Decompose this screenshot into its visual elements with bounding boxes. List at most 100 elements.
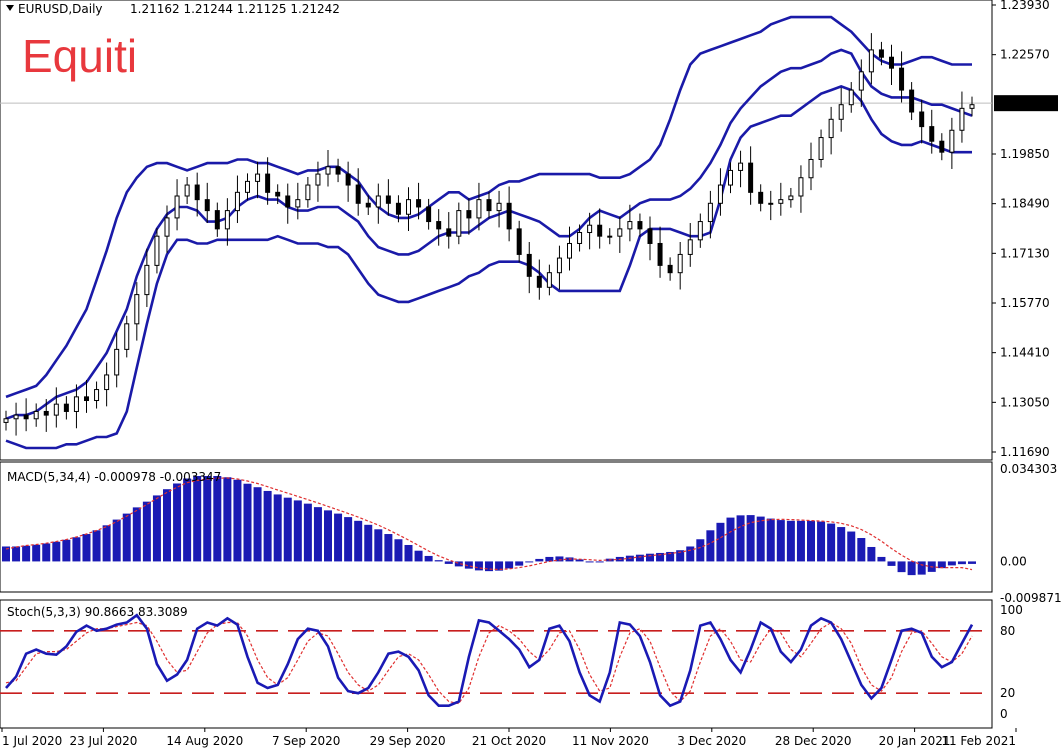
time-tick-label: 7 Sep 2020 — [272, 734, 340, 748]
candle-body — [265, 173, 271, 193]
candle — [567, 226, 572, 271]
macd-bar — [102, 525, 111, 562]
candle — [335, 158, 341, 183]
brand-logo-text: Equiti — [22, 30, 137, 82]
candle — [838, 87, 844, 132]
candle-body — [164, 217, 170, 237]
candle — [184, 177, 190, 205]
macd-bar — [444, 561, 453, 564]
candle-body — [526, 253, 532, 277]
candle — [214, 202, 220, 237]
macd-bar — [112, 519, 121, 562]
macd-bar — [495, 561, 504, 571]
candle-body — [114, 348, 120, 376]
macd-label: MACD(5,34,4) -0.000978 -0.003347 — [7, 470, 221, 484]
macd-bar — [263, 490, 272, 562]
candle-body — [124, 323, 130, 350]
candle — [516, 220, 522, 263]
candle-body — [677, 253, 683, 274]
candle-body — [707, 202, 713, 223]
candle — [194, 172, 200, 217]
candle-body — [788, 195, 794, 201]
candle-body — [868, 49, 874, 73]
candle-body — [325, 166, 331, 175]
candle — [627, 204, 633, 242]
candle-body — [476, 199, 482, 219]
candle — [486, 191, 492, 219]
macd-bar — [646, 553, 654, 562]
stochastic-tick-label: 100 — [1000, 603, 1023, 617]
candle — [949, 117, 955, 169]
candle-body — [929, 126, 935, 142]
macd-bar — [132, 507, 141, 562]
macd-bar — [374, 529, 383, 562]
macd-bar — [293, 500, 302, 562]
candle — [144, 248, 150, 308]
macd-bar — [887, 561, 896, 566]
macd-bar — [837, 527, 846, 562]
candle-body — [426, 206, 432, 223]
macd-bar — [525, 561, 534, 563]
price-axis: 1.23930 1.22570 1.19850 1.18490 1.17130 1.157… — [992, 0, 1050, 459]
macd-bar — [173, 483, 182, 562]
candle — [234, 175, 240, 224]
candle-body — [687, 239, 693, 255]
macd-bar — [92, 530, 101, 562]
macd-axis: 0.034303 0.00 -0.009871 — [1000, 462, 1062, 605]
stochastic-label: Stoch(5,3,3) 90.8663 83.3089 — [7, 605, 188, 619]
macd-bar — [706, 530, 715, 562]
bollinger-lower-line — [5, 85, 972, 450]
stochastic-signal-line — [5, 621, 973, 705]
candle — [285, 183, 291, 224]
macd-bar — [464, 561, 473, 569]
candle — [385, 179, 391, 216]
candle-body — [506, 202, 512, 230]
candle-body — [446, 228, 452, 237]
candle — [315, 161, 321, 202]
candle-body — [778, 199, 784, 204]
macd-bar — [354, 520, 363, 562]
menu-triangle-icon[interactable] — [6, 5, 14, 11]
candle-body — [597, 224, 603, 237]
candle-body — [486, 199, 492, 212]
macd-bar — [686, 546, 695, 562]
macd-bar — [163, 489, 171, 562]
candle — [768, 190, 774, 221]
price-tick-label: 1.15770 — [1000, 296, 1050, 310]
macd-bar — [22, 545, 31, 562]
macd-bar — [152, 495, 161, 562]
candle-body — [174, 195, 180, 219]
candle — [758, 184, 764, 212]
macd-bar — [917, 561, 926, 575]
candle-body — [617, 228, 623, 237]
macd-bar — [454, 561, 463, 567]
candle-body — [245, 180, 250, 193]
macd-bar — [72, 537, 81, 562]
time-tick-label: 21 Oct 2020 — [472, 734, 546, 748]
candle — [738, 150, 744, 188]
candle — [556, 245, 562, 290]
candle-body — [939, 140, 945, 153]
candle-body — [295, 199, 301, 208]
candle-body — [607, 235, 613, 238]
stochastic-level-lines — [0, 629, 992, 695]
macd-bar — [82, 534, 91, 562]
candle-body — [365, 202, 371, 208]
candle-body — [345, 173, 351, 186]
candle — [697, 213, 703, 248]
candle — [597, 208, 603, 249]
candle — [124, 315, 130, 358]
macd-bar — [827, 523, 836, 562]
macd-bar — [766, 518, 775, 562]
chart-header: EURUSD,Daily 1.21162 1.21244 1.21125 1.2… — [6, 2, 340, 16]
macd-bar — [756, 516, 765, 562]
macd-bar — [746, 515, 755, 562]
time-tick-label: 23 Jul 2020 — [69, 734, 137, 748]
symbol-label: EURUSD,Daily — [18, 2, 103, 16]
candle — [265, 157, 271, 205]
macd-tick-label: -0.009871 — [1000, 591, 1062, 605]
macd-bar — [243, 483, 252, 562]
candle — [506, 186, 512, 242]
candle-body — [969, 104, 975, 109]
candle — [13, 402, 19, 436]
